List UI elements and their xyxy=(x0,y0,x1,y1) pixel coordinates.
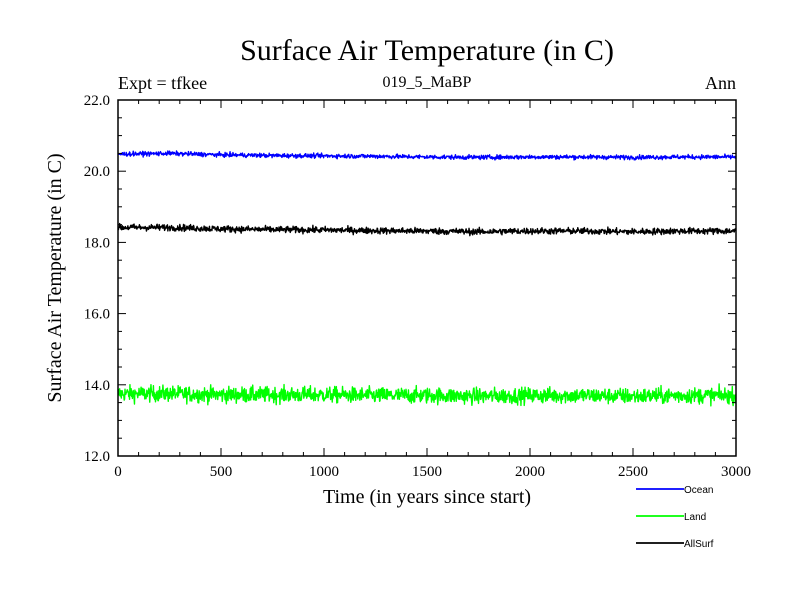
period-label: Ann xyxy=(705,73,736,93)
legend-label: AllSurf xyxy=(684,539,714,550)
legend-label: Ocean xyxy=(684,485,713,496)
series-line-allsurf xyxy=(117,222,737,237)
y-tick-label: 20.0 xyxy=(84,164,110,180)
y-axis-label: Surface Air Temperature (in C) xyxy=(44,153,66,402)
x-tick-label: 1500 xyxy=(412,464,442,480)
x-tick-label: 2500 xyxy=(618,464,648,480)
y-tick-label: 22.0 xyxy=(84,93,110,109)
legend: Ocean Land AllSurf xyxy=(636,485,714,550)
y-tick-label: 14.0 xyxy=(84,378,110,394)
x-tick-label: 0 xyxy=(114,464,122,480)
series-line-land xyxy=(117,383,737,407)
x-tick-label: 500 xyxy=(210,464,233,480)
x-tick-label: 2000 xyxy=(515,464,545,480)
x-axis-label: Time (in years since start) xyxy=(323,486,531,508)
x-tick-label: 3000 xyxy=(721,464,751,480)
chart-title: Surface Air Temperature (in C) xyxy=(240,34,614,67)
legend-label: Land xyxy=(684,512,706,523)
y-tick-label: 16.0 xyxy=(84,307,110,323)
series-layer xyxy=(117,150,737,407)
y-tick-label: 12.0 xyxy=(84,449,110,465)
chart-subtitle: 019_5_MaBP xyxy=(383,74,472,91)
y-tick-label: 18.0 xyxy=(84,235,110,251)
series-line-ocean xyxy=(117,150,737,161)
ticks-layer: 0 500 1000 1500 2000 2500 3000 12.0 14.0 16.0 18.0… xyxy=(84,93,751,480)
experiment-label: Expt = tfkee xyxy=(118,73,207,93)
x-tick-label: 1000 xyxy=(309,464,339,480)
